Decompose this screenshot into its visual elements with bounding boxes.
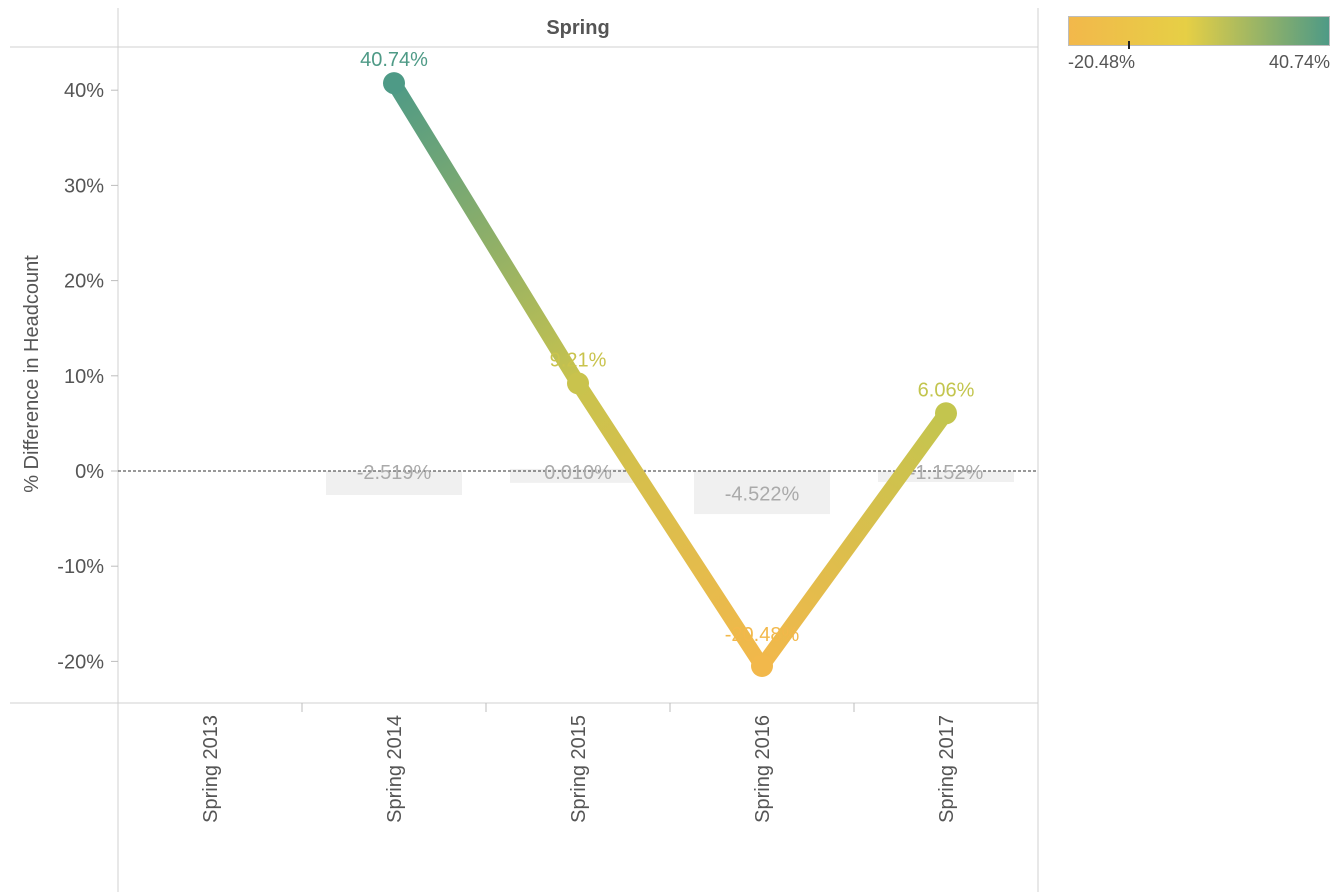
legend-gradient: [1069, 17, 1329, 45]
x-tick-label: Spring 2015: [568, 715, 590, 823]
chart-frame: Spring % Difference in Headcount: [10, 8, 1039, 892]
chart-title: Spring: [546, 17, 609, 39]
series-line-segment: [386, 75, 586, 391]
y-tick-label: -20%: [57, 651, 104, 673]
y-tick-label: 10%: [64, 366, 104, 388]
data-label: 6.06%: [918, 379, 975, 401]
y-tick-label: 20%: [64, 271, 104, 293]
series-line: [386, 75, 954, 674]
y-axis-ticks: -20% -10% 0% 10% 20% 30% 40%: [57, 80, 118, 673]
series-points: [383, 72, 957, 677]
reference-label: -1.152%: [909, 462, 984, 484]
x-axis-ticks: Spring 2013 Spring 2014 Spring 2015 Spring …: [200, 703, 958, 823]
reference-labels: -2.519% 0.010% -4.522% -1.152%: [357, 462, 984, 506]
data-label: -20.48%: [725, 624, 800, 646]
color-legend: -20.48% 40.74%: [1068, 16, 1330, 73]
y-tick-label: 0%: [75, 461, 104, 483]
data-labels: 40.74% 9.21% -20.48% 6.06%: [360, 49, 974, 646]
reference-band: [510, 468, 646, 483]
x-tick-label: Spring 2016: [752, 715, 774, 823]
y-axis-label: % Difference in Headcount: [21, 255, 43, 493]
data-point[interactable]: [935, 402, 957, 425]
legend-min-label: -20.48%: [1068, 52, 1136, 72]
data-point[interactable]: [567, 372, 589, 395]
data-label: 40.74%: [360, 49, 428, 71]
y-tick-label: 30%: [64, 175, 104, 197]
x-tick-label: Spring 2017: [936, 715, 958, 823]
data-point[interactable]: [751, 654, 773, 677]
reference-band: [878, 471, 1014, 482]
reference-boxes: [326, 468, 1014, 515]
reference-band: [326, 471, 462, 495]
data-point[interactable]: [383, 72, 405, 95]
x-tick-label: Spring 2013: [200, 715, 222, 823]
reference-label: 0.010%: [544, 462, 612, 484]
x-tick-label: Spring 2014: [384, 715, 406, 823]
reference-band: [694, 471, 830, 515]
legend-color-bar: [1068, 16, 1330, 49]
legend-marker-tick: [1128, 41, 1131, 49]
y-tick-label: -10%: [57, 556, 104, 578]
y-tick-label: 40%: [64, 80, 104, 102]
reference-label: -2.519%: [357, 462, 432, 484]
reference-label: -4.522%: [725, 484, 800, 506]
legend-max-label: 40.74%: [1268, 52, 1330, 72]
series-line-segment: [570, 375, 770, 674]
series-line-segment: [754, 405, 954, 674]
data-label: 9.21%: [550, 349, 607, 371]
